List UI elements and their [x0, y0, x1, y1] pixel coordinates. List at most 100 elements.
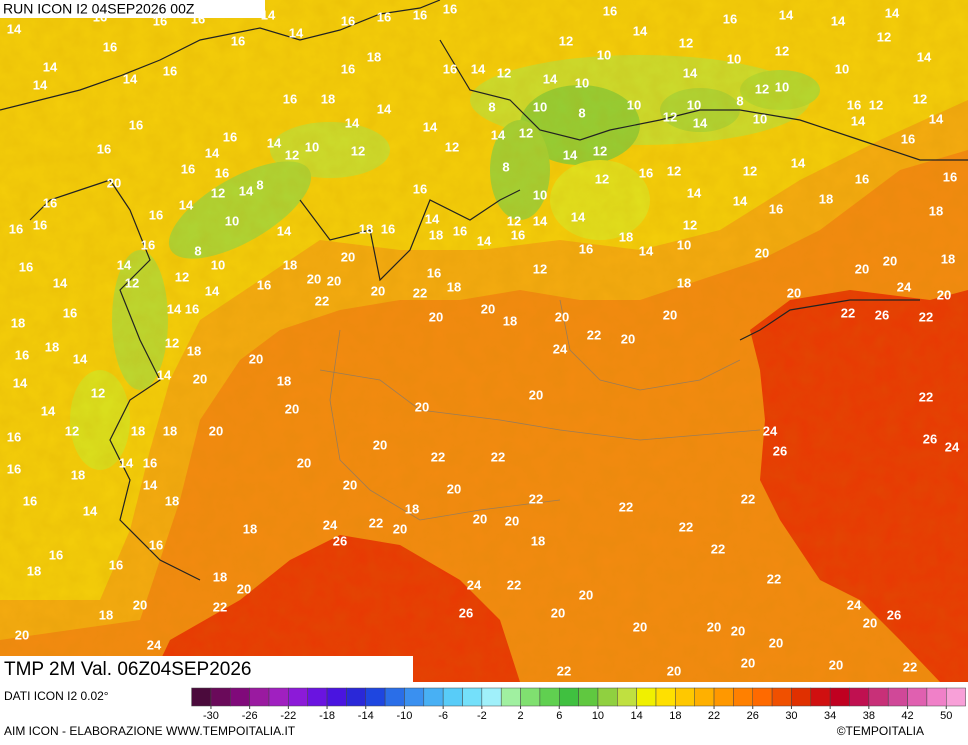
temperature-label: 18: [405, 501, 419, 516]
temperature-label: 18: [941, 251, 955, 266]
temperature-label: 16: [63, 305, 77, 320]
colorbar-swatch: [559, 687, 579, 707]
colorbar-swatch: [520, 687, 541, 707]
temperature-label: 20: [621, 331, 635, 346]
temperature-label: 12: [679, 35, 693, 50]
temperature-label: 10: [305, 139, 319, 154]
temperature-label: 14: [885, 5, 900, 20]
temperature-label: 18: [429, 227, 443, 242]
colorbar-tick-label: 38: [863, 710, 875, 722]
temperature-label: 12: [125, 275, 139, 290]
temperature-label: 16: [215, 165, 229, 180]
colorbar-tick-label: 50: [940, 710, 952, 722]
colorbar-swatch: [307, 687, 328, 707]
temperature-label: 14: [73, 351, 88, 366]
temperature-label: 10: [225, 213, 239, 228]
map: 14 16 14 14 16 14 16 16 16 16 14 14 16 16 16 16 16 18 16 18…: [0, 0, 968, 682]
temperature-label: 26: [887, 607, 901, 622]
temperature-label: 14: [83, 503, 98, 518]
temperature-label: 18: [447, 279, 461, 294]
run-label: RUN ICON I2 04SEP2026 00Z: [3, 1, 195, 17]
temperature-label: 18: [929, 203, 943, 218]
temperature-label: 18: [531, 533, 545, 548]
temperature-label: 16: [603, 3, 617, 18]
temperature-label: 16: [283, 91, 297, 106]
temperature-label: 12: [165, 335, 179, 350]
colorbar-tick-label: 42: [901, 710, 913, 722]
temperature-label: 20: [393, 521, 407, 536]
colorbar-swatch: [752, 687, 773, 707]
temperature-label: 8: [194, 243, 201, 258]
temperature-label: 16: [847, 97, 861, 112]
temperature-label: 12: [351, 143, 365, 158]
colorbar-swatch: [771, 687, 792, 707]
colorbar-swatch: [713, 687, 734, 707]
temperature-label: 12: [65, 423, 79, 438]
temperature-label: 14: [683, 65, 698, 80]
temperature-label: 16: [639, 165, 653, 180]
temperature-label: 8: [736, 93, 743, 108]
temperature-label: 12: [91, 385, 105, 400]
temperature-label: 20: [237, 581, 251, 596]
colorbar-swatch: [191, 687, 212, 707]
colorbar-swatch: [539, 687, 560, 707]
temperature-label: 14: [33, 77, 48, 92]
colorbar-tick-label: -2: [477, 710, 487, 722]
temperature-label: 20: [667, 663, 681, 678]
temperature-label: 10: [627, 97, 641, 112]
colorbar-swatch: [849, 687, 870, 707]
temperature-label: 20: [371, 283, 385, 298]
temperature-label: 12: [913, 91, 927, 106]
temperature-label: 10: [687, 97, 701, 112]
colorbar-swatch: [230, 687, 250, 707]
temperature-label: 16: [341, 61, 355, 76]
colorbar-tick-label: 6: [556, 710, 562, 722]
temperature-label: 16: [143, 455, 157, 470]
colorbar-swatch: [288, 687, 308, 707]
temperature-label: 22: [557, 663, 571, 678]
temperature-label: 16: [231, 33, 245, 48]
colorbar-swatch: [907, 687, 928, 707]
temperature-label: 20: [755, 245, 769, 260]
temperature-label: 18: [367, 49, 381, 64]
temperature-label: 14: [917, 49, 932, 64]
temperature-label: 18: [321, 91, 335, 106]
temperature-label: 22: [767, 571, 781, 586]
temperature-label: 20: [285, 401, 299, 416]
colorbar-swatch: [346, 687, 366, 707]
temperature-label: 20: [633, 619, 647, 634]
temperature-label: 16: [129, 117, 143, 132]
temperature-label: 14: [533, 213, 548, 228]
texture: [0, 0, 968, 682]
temperature-label: 14: [779, 7, 794, 22]
run-box: [0, 0, 265, 18]
temperature-label: 14: [239, 183, 254, 198]
colorbar-swatch: [617, 687, 637, 707]
temperature-label: 14: [7, 21, 22, 36]
temperature-label: 20: [473, 511, 487, 526]
temperature-label: 14: [119, 455, 134, 470]
temperature-label: 20: [447, 481, 461, 496]
temperature-label: 18: [71, 467, 85, 482]
temperature-label: 16: [901, 131, 915, 146]
temperature-label: 16: [49, 547, 63, 562]
temperature-label: 12: [743, 163, 757, 178]
temperature-label: 16: [443, 61, 457, 76]
temperature-label: 12: [533, 261, 547, 276]
temperature-label: 16: [33, 217, 47, 232]
temperature-label: 20: [327, 273, 341, 288]
temperature-label: 20: [249, 351, 263, 366]
temperature-label: 14: [43, 59, 58, 74]
temperature-label: 20: [731, 623, 745, 638]
colorbar-tick-label: -6: [438, 710, 448, 722]
temperature-label: 16: [511, 227, 525, 242]
temperature-label: 26: [923, 431, 937, 446]
colorbar-tick-label: 34: [824, 710, 836, 722]
temperature-label: 20: [829, 657, 843, 672]
temperature-label: 16: [9, 221, 23, 236]
temperature-label: 12: [559, 33, 573, 48]
temperature-label: 20: [193, 371, 207, 386]
colorbar-swatch: [249, 687, 270, 707]
temperature-label: 14: [425, 211, 440, 226]
